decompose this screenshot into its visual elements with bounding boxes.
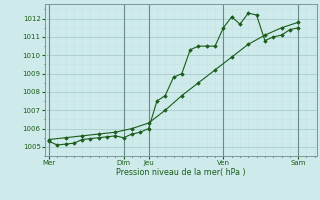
X-axis label: Pression niveau de la mer( hPa ): Pression niveau de la mer( hPa )	[116, 168, 246, 177]
